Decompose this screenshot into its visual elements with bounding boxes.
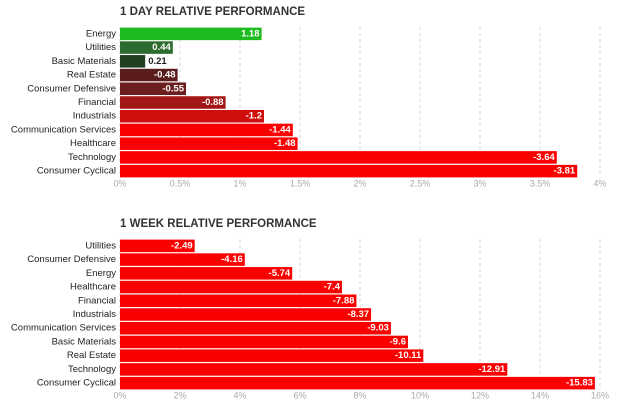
category-label: Consumer Cyclical — [37, 166, 116, 177]
bar — [120, 294, 357, 308]
value-label: -9.03 — [367, 323, 389, 334]
value-label: -15.83 — [566, 378, 593, 389]
bar — [120, 164, 578, 178]
x-tick-label: 16% — [591, 390, 609, 400]
value-label: -0.88 — [202, 97, 224, 108]
category-label: Real Estate — [67, 70, 116, 81]
value-label: -12.91 — [478, 364, 506, 375]
category-label: Financial — [78, 295, 116, 306]
category-label: Communication Services — [11, 124, 116, 135]
value-label: -5.74 — [269, 268, 291, 279]
value-label: 1.18 — [241, 28, 260, 39]
category-label: Technology — [68, 152, 116, 163]
value-label: -10.11 — [395, 350, 422, 361]
bar — [120, 363, 508, 376]
value-label: -4.16 — [221, 254, 243, 265]
bar — [120, 349, 424, 362]
category-label: Healthcare — [70, 282, 116, 293]
bar — [120, 96, 226, 109]
category-label: Technology — [68, 364, 116, 375]
bar — [120, 280, 342, 294]
x-tick-label: 0% — [113, 390, 126, 400]
value-label: -1.48 — [274, 138, 296, 149]
x-tick-label: 0.5% — [170, 178, 191, 188]
bar — [120, 376, 595, 390]
bar — [120, 41, 173, 54]
category-label: Consumer Defensive — [27, 254, 116, 265]
bar — [120, 239, 195, 253]
category-label: Financial — [78, 97, 116, 108]
value-label: -1.44 — [269, 124, 291, 135]
bar — [120, 151, 557, 164]
bar — [120, 335, 408, 349]
value-label: -1.2 — [246, 111, 262, 122]
x-tick-label: 6% — [293, 390, 306, 400]
x-tick-label: 12% — [471, 390, 489, 400]
value-label: -2.49 — [171, 240, 193, 251]
bar — [120, 55, 146, 68]
x-tick-label: 10% — [411, 390, 429, 400]
category-label: Basic Materials — [52, 336, 117, 347]
x-tick-label: 1% — [233, 178, 246, 188]
value-label: -7.4 — [324, 282, 341, 293]
x-tick-label: 4% — [593, 178, 606, 188]
category-label: Basic Materials — [52, 56, 117, 67]
category-label: Utilities — [85, 240, 116, 251]
bar — [120, 308, 372, 321]
value-label: -0.55 — [162, 83, 184, 94]
category-label: Energy — [86, 28, 116, 39]
category-label: Consumer Cyclical — [37, 378, 116, 389]
x-tick-label: 4% — [233, 390, 246, 400]
bar — [120, 109, 264, 123]
category-label: Energy — [86, 268, 116, 279]
value-label: -3.81 — [554, 166, 576, 177]
value-label: 0.44 — [152, 42, 171, 53]
bar — [120, 123, 293, 137]
category-label: Communication Services — [11, 323, 116, 334]
value-label: -0.48 — [154, 70, 176, 81]
bar — [120, 68, 178, 82]
category-label: Healthcare — [70, 138, 116, 149]
chart-title: 1 DAY RELATIVE PERFORMANCE — [120, 6, 305, 18]
bar — [120, 82, 186, 96]
value-label: -8.37 — [347, 309, 369, 320]
bar — [120, 137, 298, 150]
x-tick-label: 3.5% — [530, 178, 551, 188]
category-label: Consumer Defensive — [27, 83, 116, 94]
x-tick-label: 0% — [113, 178, 126, 188]
category-label: Industrials — [73, 111, 117, 122]
value-label: -7.88 — [333, 295, 355, 306]
category-label: Utilities — [85, 42, 116, 53]
value-label: -9.6 — [390, 336, 406, 347]
value-label: -3.64 — [533, 152, 555, 163]
value-label: 0.21 — [148, 56, 167, 67]
x-tick-label: 2.5% — [410, 178, 431, 188]
bar — [120, 27, 262, 41]
category-label: Industrials — [73, 309, 117, 320]
x-tick-label: 3% — [473, 178, 486, 188]
x-tick-label: 2% — [173, 390, 186, 400]
x-tick-label: 8% — [353, 390, 366, 400]
bar — [120, 267, 293, 280]
bar — [120, 321, 391, 335]
category-label: Real Estate — [67, 350, 116, 361]
chart-title: 1 WEEK RELATIVE PERFORMANCE — [120, 218, 317, 230]
x-tick-label: 14% — [531, 390, 549, 400]
x-tick-label: 1.5% — [290, 178, 311, 188]
x-tick-label: 2% — [353, 178, 366, 188]
bar — [120, 253, 245, 266]
